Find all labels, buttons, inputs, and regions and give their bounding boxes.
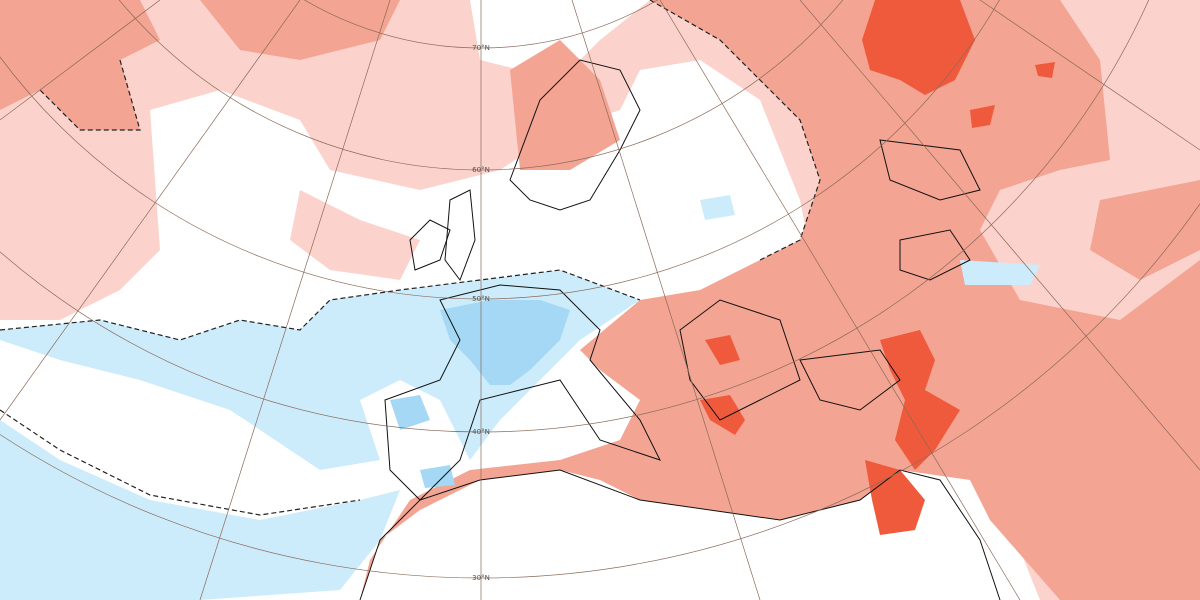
meridian	[0, 0, 301, 421]
coastline	[384, 284, 661, 501]
latitude-label: 40°N	[472, 428, 490, 436]
latitude-label: 50°N	[472, 295, 490, 303]
coastline	[359, 469, 1001, 600]
meridian	[571, 0, 761, 600]
latitude-label: 60°N	[472, 166, 490, 174]
latitude-label: 30°N	[472, 574, 490, 582]
contour	[0, 409, 361, 516]
coastline	[409, 219, 451, 271]
coastline	[879, 139, 981, 201]
coastline	[899, 229, 971, 281]
coastline	[679, 299, 801, 421]
contour	[649, 0, 821, 261]
graticule-labels: 70°N 60°N 50°N 40°N 30°N	[472, 44, 490, 582]
meridian	[799, 0, 1200, 471]
contour	[39, 59, 141, 131]
meridian	[979, 0, 1200, 151]
zero-contours	[0, 0, 821, 516]
coastline	[799, 349, 901, 411]
meridian	[199, 0, 391, 600]
coastline	[444, 189, 476, 282]
meridian	[659, 0, 1021, 600]
moderate-negative-anomaly	[390, 300, 570, 488]
meridian	[0, 0, 161, 121]
strong-positive-anomaly	[700, 0, 1055, 535]
contour	[0, 269, 641, 341]
latitude-label: 70°N	[472, 44, 490, 52]
coastlines	[359, 59, 1001, 600]
coastline	[509, 59, 641, 211]
